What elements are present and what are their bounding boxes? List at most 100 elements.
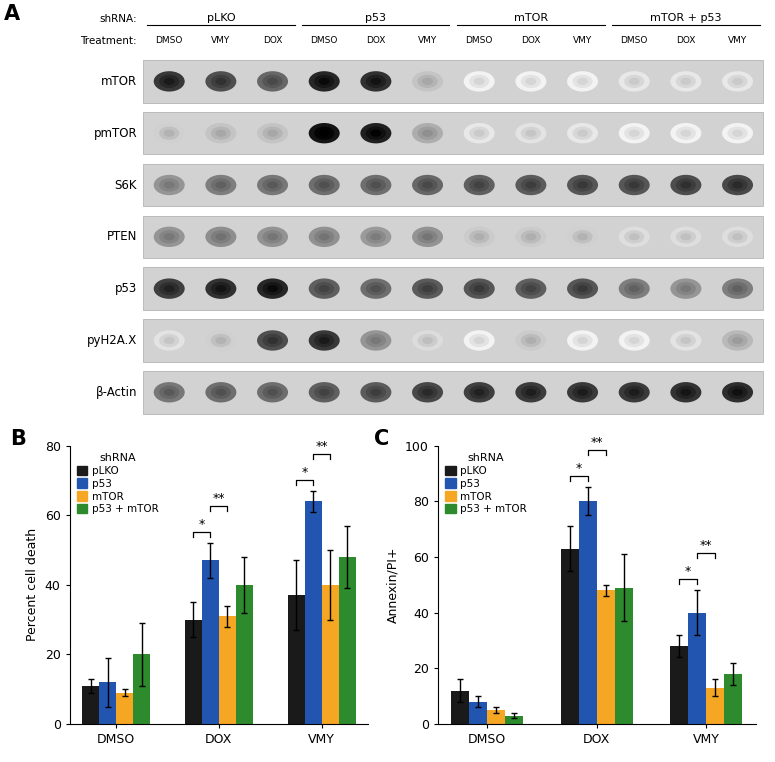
Ellipse shape (525, 389, 536, 395)
Y-axis label: Annexin/PI+: Annexin/PI+ (387, 546, 399, 623)
Bar (322, 585, 339, 724)
Ellipse shape (215, 285, 226, 292)
Bar (143, 112, 763, 155)
Ellipse shape (257, 330, 288, 351)
Y-axis label: Percent cell death: Percent cell death (26, 528, 40, 642)
Ellipse shape (567, 71, 598, 91)
Ellipse shape (624, 386, 644, 399)
Ellipse shape (680, 337, 691, 344)
Ellipse shape (525, 78, 536, 85)
Ellipse shape (521, 178, 541, 191)
Ellipse shape (159, 386, 179, 399)
Ellipse shape (164, 285, 174, 292)
Ellipse shape (624, 230, 644, 243)
Ellipse shape (418, 282, 438, 295)
Ellipse shape (577, 337, 588, 344)
Ellipse shape (618, 382, 649, 402)
Bar (451, 690, 469, 724)
Ellipse shape (263, 75, 283, 88)
Bar (185, 620, 202, 724)
Ellipse shape (567, 226, 598, 247)
Ellipse shape (469, 178, 489, 191)
Ellipse shape (670, 123, 701, 143)
Ellipse shape (215, 389, 226, 395)
Ellipse shape (463, 226, 494, 247)
Text: DOX: DOX (521, 36, 541, 45)
Ellipse shape (474, 389, 484, 395)
Ellipse shape (728, 126, 748, 139)
Ellipse shape (624, 75, 644, 88)
Ellipse shape (515, 123, 546, 143)
Ellipse shape (515, 226, 546, 247)
Ellipse shape (722, 123, 753, 143)
Ellipse shape (263, 282, 283, 295)
Ellipse shape (308, 174, 339, 195)
Text: pyH2A.X: pyH2A.X (87, 334, 137, 347)
Ellipse shape (422, 130, 433, 136)
Ellipse shape (267, 233, 278, 240)
Ellipse shape (164, 389, 174, 395)
Ellipse shape (370, 130, 381, 136)
Ellipse shape (159, 282, 179, 295)
Ellipse shape (676, 334, 696, 347)
Legend: pLKO, p53, mTOR, p53 + mTOR: pLKO, p53, mTOR, p53 + mTOR (75, 451, 160, 517)
Ellipse shape (474, 78, 484, 85)
Ellipse shape (370, 285, 381, 292)
Ellipse shape (680, 285, 691, 292)
Text: DOX: DOX (367, 36, 386, 45)
Ellipse shape (267, 78, 278, 85)
Ellipse shape (732, 233, 743, 240)
Ellipse shape (164, 78, 174, 85)
Ellipse shape (215, 78, 226, 85)
Ellipse shape (732, 78, 743, 85)
Ellipse shape (515, 174, 546, 195)
Ellipse shape (153, 330, 184, 351)
Ellipse shape (360, 123, 391, 143)
Ellipse shape (319, 285, 329, 292)
Text: β-Actin: β-Actin (95, 386, 137, 399)
Ellipse shape (525, 233, 536, 240)
Ellipse shape (215, 130, 226, 136)
Ellipse shape (366, 282, 386, 295)
Ellipse shape (624, 334, 644, 347)
Ellipse shape (263, 126, 283, 139)
Ellipse shape (267, 130, 278, 136)
Ellipse shape (618, 123, 649, 143)
Ellipse shape (629, 181, 639, 188)
Ellipse shape (366, 386, 386, 399)
Text: pLKO: pLKO (207, 13, 235, 23)
Ellipse shape (412, 71, 443, 91)
Text: *: * (301, 466, 308, 479)
Ellipse shape (314, 282, 334, 295)
Ellipse shape (422, 233, 433, 240)
Text: PTEN: PTEN (107, 230, 137, 243)
Bar (236, 585, 253, 724)
Ellipse shape (211, 386, 231, 399)
Ellipse shape (670, 278, 701, 299)
Text: DMSO: DMSO (621, 36, 648, 45)
Ellipse shape (573, 386, 593, 399)
Text: VMY: VMY (418, 36, 437, 45)
Ellipse shape (469, 334, 489, 347)
Ellipse shape (525, 285, 536, 292)
Ellipse shape (732, 130, 743, 136)
Ellipse shape (577, 233, 588, 240)
Text: *: * (199, 518, 205, 531)
Ellipse shape (314, 230, 334, 243)
Ellipse shape (463, 71, 494, 91)
Ellipse shape (618, 330, 649, 351)
Ellipse shape (366, 126, 386, 139)
Ellipse shape (463, 278, 494, 299)
Text: DMSO: DMSO (156, 36, 183, 45)
Bar (615, 588, 633, 724)
Ellipse shape (366, 230, 386, 243)
Ellipse shape (412, 382, 443, 402)
Ellipse shape (422, 285, 433, 292)
Ellipse shape (215, 337, 226, 344)
Ellipse shape (722, 278, 753, 299)
Ellipse shape (521, 126, 541, 139)
Ellipse shape (314, 386, 334, 399)
Ellipse shape (257, 278, 288, 299)
Text: p53: p53 (365, 13, 387, 23)
Bar (219, 616, 236, 724)
